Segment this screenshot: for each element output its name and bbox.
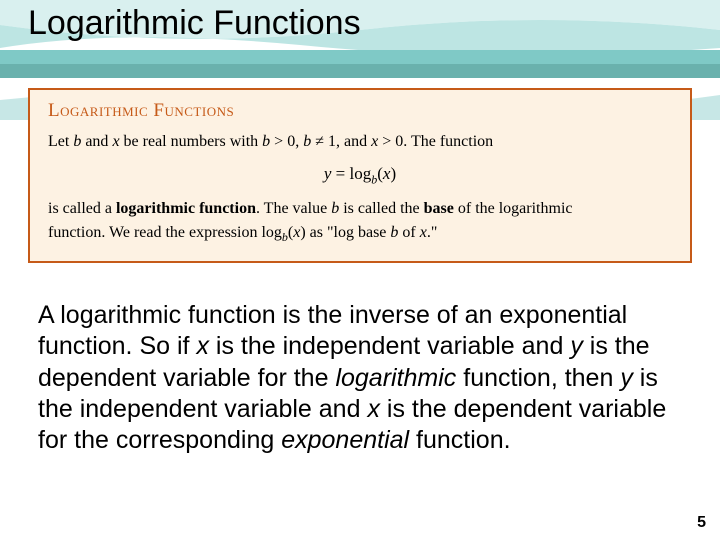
def-text: > 0, xyxy=(270,133,303,150)
body-term-exponential: exponential xyxy=(281,426,409,454)
def-text: ) as "log base xyxy=(300,224,390,241)
page-title: Logarithmic Functions xyxy=(28,4,361,43)
body-paragraph: A logarithmic function is the inverse of… xyxy=(38,300,682,456)
def-text: be real numbers with xyxy=(120,133,263,150)
definition-line-2: is called a logarithmic function. The va… xyxy=(48,197,672,221)
def-text: is called the xyxy=(339,200,423,217)
definition-formula: y = logb(x) xyxy=(48,164,672,187)
def-var-b: b xyxy=(262,133,270,150)
def-var-x: x xyxy=(112,133,119,150)
def-var-b: b xyxy=(303,133,311,150)
def-var-x: x xyxy=(420,224,427,241)
def-var-b: b xyxy=(331,200,339,217)
def-text: of the logarithmic xyxy=(454,200,573,217)
body-text: is the independent variable and xyxy=(209,332,570,360)
underline-bottom xyxy=(0,64,720,78)
def-text: Let xyxy=(48,133,73,150)
def-text: and xyxy=(81,133,112,150)
underline-svg xyxy=(0,50,720,78)
page-number: 5 xyxy=(697,514,706,532)
def-text: function. We read the expression log xyxy=(48,224,282,241)
underline-top xyxy=(0,50,720,64)
body-term-logarithmic: logarithmic xyxy=(335,364,456,392)
body-var-x: x xyxy=(196,332,209,360)
def-term-logfn: logarithmic function xyxy=(116,200,256,217)
body-text: function. xyxy=(409,426,510,454)
def-text: is called a xyxy=(48,200,116,217)
def-text: > 0. The function xyxy=(378,133,493,150)
body-var-x: x xyxy=(367,395,380,423)
definition-line-1: Let b and x be real numbers with b > 0, … xyxy=(48,130,672,154)
body-text: function, then xyxy=(456,364,620,392)
def-term-base: base xyxy=(424,200,454,217)
formula-eq: = log xyxy=(331,164,371,183)
def-text: . The value xyxy=(256,200,331,217)
body-var-y: y xyxy=(620,364,633,392)
def-text: ≠ 1, and xyxy=(311,133,371,150)
definition-line-3: function. We read the expression logb(x)… xyxy=(48,221,672,246)
body-var-y: y xyxy=(570,332,583,360)
def-text: of xyxy=(398,224,419,241)
definition-box: Logarithmic Functions Let b and x be rea… xyxy=(28,88,692,263)
def-text: ." xyxy=(427,224,438,241)
formula-close: ) xyxy=(390,164,396,183)
title-underline xyxy=(0,50,720,78)
definition-heading: Logarithmic Functions xyxy=(48,100,672,122)
